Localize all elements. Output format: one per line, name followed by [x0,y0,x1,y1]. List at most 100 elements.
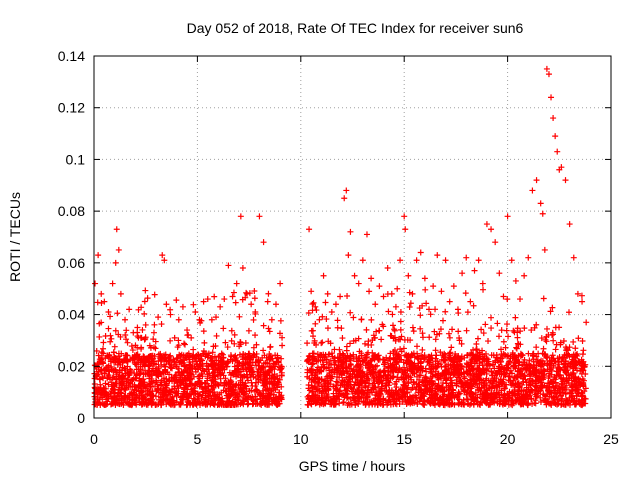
data-point [363,326,370,333]
data-point [408,376,415,383]
data-point [126,392,133,399]
data-point [257,369,264,376]
outlier-point [566,221,573,228]
outlier-point [343,187,350,194]
data-point [555,365,562,372]
data-point [432,336,439,343]
data-point [253,362,260,369]
data-point [555,382,562,389]
data-point [469,355,476,362]
data-point [549,304,556,311]
data-point [465,371,472,378]
data-point [185,331,192,338]
data-point [559,378,566,385]
data-point [387,390,394,397]
data-point [365,342,372,349]
data-point [406,363,413,370]
data-point [542,396,549,403]
data-point [538,383,545,390]
data-point [324,373,331,380]
outlier-point [450,283,457,290]
data-point [260,322,267,329]
data-point [305,353,312,360]
data-point [472,389,479,396]
data-point [370,385,377,392]
data-point [163,358,170,365]
data-point [119,364,126,371]
data-point [369,368,376,375]
data-point [152,345,159,352]
data-point [129,347,136,354]
outlier-point [208,316,215,323]
data-point [569,369,576,376]
data-point [443,368,450,375]
data-point [266,363,273,370]
data-point [575,335,582,342]
data-point [235,366,242,373]
data-point [499,364,506,371]
data-point [566,394,573,401]
data-point [389,311,396,318]
data-point [417,385,424,392]
data-point [537,398,544,405]
data-point [416,305,423,312]
outlier-point [438,288,445,295]
data-point [423,368,430,375]
data-point [385,372,392,379]
data-point [476,362,483,369]
data-point [510,397,517,404]
data-point [410,328,417,335]
data-point [102,380,109,387]
data-point [112,327,119,334]
data-point [176,401,183,408]
data-point [264,400,271,407]
data-point [434,374,441,381]
data-point [128,343,135,350]
data-point [397,318,404,325]
data-point [334,367,341,374]
data-point [473,340,480,347]
y-tick-label: 0 [77,410,85,426]
data-point [319,313,326,320]
outlier-point [409,290,416,297]
outlier-point [483,221,490,228]
data-point [563,345,570,352]
outlier-point [488,226,495,233]
outlier-point [175,316,182,323]
data-point [98,319,105,326]
data-point [246,387,253,394]
outlier-point [272,301,279,308]
data-point [278,392,285,399]
data-point [252,332,259,339]
data-point [387,350,394,357]
data-point [358,387,365,394]
data-point [211,293,218,300]
data-point [385,308,392,315]
data-point [102,333,109,340]
data-point [242,355,249,362]
data-point [136,382,143,389]
data-point [338,379,345,386]
data-point [498,327,505,334]
data-point [402,367,409,374]
data-point [267,356,274,363]
y-tick-label: 0.12 [58,100,85,116]
data-point [168,362,175,369]
data-point [323,359,330,366]
data-point [358,316,365,323]
data-point [150,392,157,399]
y-tick-label: 0.08 [58,203,85,219]
data-point [438,385,445,392]
data-point [180,396,187,403]
data-point [255,372,262,379]
data-point [311,384,318,391]
data-point [560,338,567,345]
data-point [241,394,248,401]
data-point [330,357,337,364]
outlier-point [496,270,503,277]
data-point [220,325,227,332]
data-point [310,350,317,357]
data-point [304,340,311,347]
data-point [505,398,512,405]
data-point [553,393,560,400]
